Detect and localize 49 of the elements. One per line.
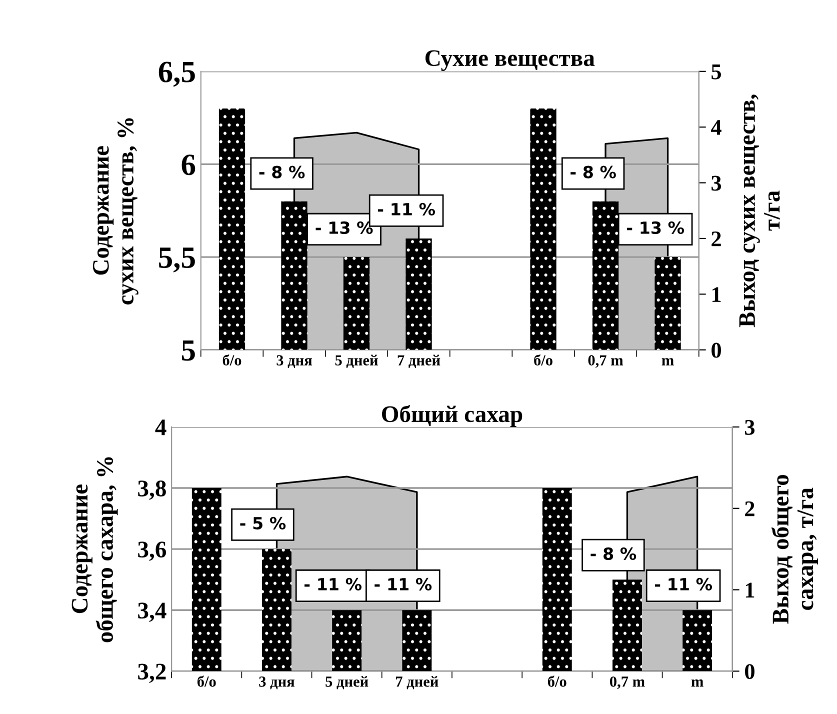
y2-axis-title: Выход общего сахара, т/га (771, 474, 818, 624)
chart-title: Сухие вещества (425, 50, 595, 71)
y2-tick-label: 0 (712, 342, 721, 358)
annotation: - 11 % (374, 578, 432, 591)
x-tick-label: б/о (534, 354, 552, 366)
y-axis-title: Содержание сухих веществ, % (92, 118, 138, 304)
x-tick-label: 0,7 m (588, 355, 624, 368)
y2-tick-label: 1 (712, 287, 721, 302)
y2-tick-label: 2 (712, 231, 721, 246)
chart-title: Общий сахар (382, 405, 522, 427)
y-tick-label: 3,2 (138, 664, 166, 684)
y-tick-label: 3,6 (138, 542, 166, 561)
y2-tick-label: 5 (712, 64, 721, 80)
y2-tick-label: 1 (746, 582, 754, 598)
y-tick-label: 3,4 (138, 602, 166, 622)
y2-tick-label: 3 (712, 176, 722, 191)
y-tick-label: 4 (155, 420, 166, 436)
annotation: - 11 % (655, 578, 712, 591)
annotation: - 8 % (570, 166, 616, 178)
y2-tick-label: 0 (745, 664, 754, 680)
annotation: - 8 % (259, 166, 305, 178)
x-tick-label: 7 дней (396, 676, 438, 690)
annotation: - 11 % (304, 578, 362, 591)
x-tick-label: б/о (222, 354, 242, 366)
y-tick-label: 5 (182, 340, 195, 361)
y-tick-label: 6,5 (158, 62, 195, 87)
y-tick-label: 6 (182, 154, 196, 176)
x-tick-label: 7 дней (398, 354, 440, 368)
x-tick-label: 3 дня (259, 676, 294, 690)
annotation: - 5 % (240, 516, 286, 530)
x-tick-label: б/о (197, 676, 216, 687)
x-tick-label: m (662, 358, 674, 366)
annotation: - 8 % (590, 547, 636, 560)
y-axis-title: Содержание общего сахара, % (72, 457, 118, 642)
x-tick-label: 0,7 m (610, 676, 645, 689)
annotation: - 13 % (316, 221, 373, 234)
y-tick-label: 5,5 (159, 248, 195, 272)
y-tick-label: 3,8 (138, 480, 166, 500)
y2-tick-label: 2 (745, 501, 754, 516)
y2-axis-title: Выход сухих веществ, т/га (739, 94, 780, 328)
y2-tick-label: 3 (745, 420, 755, 435)
y2-tick-label: 4 (711, 120, 722, 135)
x-tick-label: 5 дней (335, 354, 378, 368)
x-tick-label: m (691, 679, 704, 687)
annotation: - 11 % (378, 202, 435, 216)
x-tick-label: б/о (548, 676, 566, 687)
x-tick-label: 3 дня (276, 355, 312, 368)
x-tick-label: 5 дней (326, 676, 368, 690)
annotation: - 13 % (627, 221, 684, 234)
